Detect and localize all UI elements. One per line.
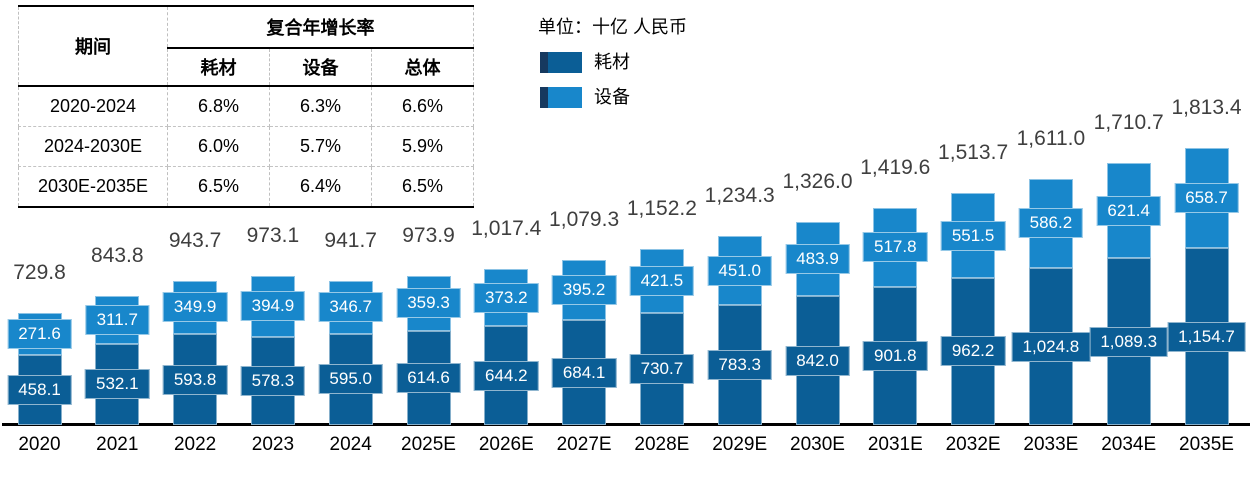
table-header-overall: 总体 bbox=[370, 48, 475, 87]
bar-total-label: 729.8 bbox=[13, 261, 66, 285]
bar-total-label: 1,710.7 bbox=[1093, 111, 1164, 135]
bar-total-label: 843.8 bbox=[91, 243, 144, 267]
x-axis-label: 2031E bbox=[867, 434, 923, 455]
bar-total-label: 973.9 bbox=[402, 223, 455, 247]
table-header-consumables: 耗材 bbox=[167, 48, 270, 87]
bar-total-label: 1,513.7 bbox=[938, 141, 1009, 165]
bar-value-label-equipment: 517.8 bbox=[863, 232, 928, 263]
bar-value-label-equipment: 346.7 bbox=[318, 292, 383, 323]
bar-value-label-consumables: 644.2 bbox=[474, 360, 539, 391]
x-axis-label: 2020 bbox=[18, 434, 61, 455]
bar-value-label-equipment: 359.3 bbox=[396, 288, 461, 319]
bar-value-label-consumables: 593.8 bbox=[162, 364, 228, 395]
table-cell-period: 2024-2030E bbox=[18, 126, 168, 167]
bar-total-label: 1,234.3 bbox=[704, 184, 775, 208]
bar-value-label-consumables: 614.6 bbox=[396, 362, 461, 393]
bar-value-label-consumables: 901.8 bbox=[863, 341, 928, 371]
bar-value-label-equipment: 271.6 bbox=[7, 319, 72, 350]
bar-total-label: 1,611.0 bbox=[1016, 126, 1086, 150]
x-axis-label: 2034E bbox=[1101, 434, 1157, 455]
bar-total-label: 973.1 bbox=[246, 224, 300, 248]
table-header-equipment: 设备 bbox=[269, 48, 372, 87]
table-cell-value: 6.6% bbox=[370, 86, 475, 127]
x-axis-label: 2028E bbox=[634, 434, 690, 455]
legend-label-equipment: 设备 bbox=[594, 87, 630, 107]
table-cell-period: 2030E-2035E bbox=[18, 166, 168, 207]
bar-total-label: 1,079.3 bbox=[549, 207, 620, 231]
chart-legend: 耗材 设备 bbox=[540, 52, 630, 122]
bar-value-label-consumables: 458.1 bbox=[7, 374, 72, 405]
bar-value-label-equipment: 586.2 bbox=[1018, 208, 1084, 239]
x-axis-label: 2021 bbox=[96, 434, 139, 455]
table-cell-value: 5.9% bbox=[370, 126, 475, 167]
x-axis-label: 2029E bbox=[712, 434, 768, 455]
bar-value-label-consumables: 730.7 bbox=[629, 354, 695, 385]
bar-value-label-consumables: 532.1 bbox=[85, 369, 150, 400]
bar-value-label-equipment: 483.9 bbox=[785, 244, 850, 275]
x-axis-label: 2033E bbox=[1023, 434, 1079, 455]
cagr-table: 期间 复合年增长率 耗材 设备 总体 2020-2024 6.8% 6.3% 6.6%… bbox=[18, 5, 475, 208]
cagr-table-body: 2020-2024 6.8% 6.3% 6.6% 2024-2030E 6.0% 5.7% 5… bbox=[18, 86, 475, 207]
table-row: 2020-2024 6.8% 6.3% 6.6% bbox=[18, 86, 475, 127]
x-axis-label: 2030E bbox=[790, 434, 845, 455]
legend-item-equipment: 设备 bbox=[540, 87, 630, 108]
bar-total-label: 1,017.4 bbox=[471, 217, 542, 241]
x-axis-label: 2023 bbox=[251, 434, 295, 455]
bar-total-label: 1,326.0 bbox=[782, 170, 853, 194]
legend-label-consumables: 耗材 bbox=[594, 52, 630, 72]
bar-value-label-equipment: 395.2 bbox=[551, 275, 617, 306]
bar-value-label-consumables: 842.0 bbox=[785, 345, 850, 376]
bar-value-label-equipment: 394.9 bbox=[240, 291, 306, 322]
bar-value-label-equipment: 373.2 bbox=[474, 282, 539, 313]
table-row: 2030E-2035E 6.5% 6.4% 6.5% bbox=[18, 166, 475, 207]
bar-value-label-consumables: 595.0 bbox=[318, 364, 383, 395]
bar-value-label-consumables: 783.3 bbox=[707, 350, 772, 381]
bar-value-label-consumables: 1,154.7 bbox=[1167, 321, 1246, 352]
table-cell-value: 5.7% bbox=[269, 126, 372, 167]
legend-swatch-equipment-icon bbox=[540, 87, 582, 108]
table-cell-value: 6.0% bbox=[167, 126, 270, 167]
x-axis-label: 2027E bbox=[556, 434, 612, 455]
bar-total-label: 943.7 bbox=[168, 228, 222, 252]
x-axis-label: 2032E bbox=[945, 434, 1001, 455]
table-cell-value: 6.3% bbox=[269, 86, 372, 127]
x-axis-label: 2024 bbox=[329, 434, 372, 455]
table-header-cagr: 复合年增长率 bbox=[166, 6, 475, 49]
x-axis-label: 2026E bbox=[478, 434, 534, 455]
bar-total-label: 1,152.2 bbox=[626, 196, 697, 220]
table-cell-value: 6.5% bbox=[370, 166, 475, 207]
unit-label: 单位：十亿 人民币 bbox=[538, 17, 688, 37]
table-cell-value: 6.4% bbox=[269, 166, 372, 207]
bar-value-label-consumables: 962.2 bbox=[940, 336, 1006, 367]
bar-value-label-equipment: 621.4 bbox=[1096, 195, 1161, 226]
table-row: 2024-2030E 6.0% 5.7% 5.9% bbox=[18, 126, 475, 167]
bar-value-label-consumables: 684.1 bbox=[551, 357, 617, 388]
x-axis-label: 2035E bbox=[1179, 434, 1234, 455]
bar-value-label-equipment: 349.9 bbox=[162, 292, 228, 323]
bar-value-label-consumables: 1,024.8 bbox=[1011, 331, 1091, 362]
table-header-period: 期间 bbox=[18, 6, 168, 87]
table-cell-value: 6.5% bbox=[167, 166, 270, 207]
bar-value-label-equipment: 311.7 bbox=[85, 304, 149, 335]
bar-total-label: 941.7 bbox=[324, 228, 377, 252]
bar-value-label-consumables: 1,089.3 bbox=[1089, 326, 1169, 357]
bar-value-label-equipment: 451.0 bbox=[707, 255, 772, 286]
legend-item-consumables: 耗材 bbox=[540, 52, 630, 73]
x-axis-label: 2025E bbox=[401, 434, 456, 455]
bar-value-label-equipment: 421.5 bbox=[629, 265, 695, 296]
legend-swatch-consumables-icon bbox=[540, 52, 582, 73]
x-axis-line bbox=[2, 423, 1250, 426]
x-axis-label: 2022 bbox=[173, 434, 217, 455]
bar-total-label: 1,419.6 bbox=[860, 155, 931, 179]
bar-value-label-equipment: 658.7 bbox=[1174, 182, 1239, 213]
bar-value-label-equipment: 551.5 bbox=[940, 220, 1006, 251]
table-cell-period: 2020-2024 bbox=[18, 86, 168, 127]
bar-value-label-consumables: 578.3 bbox=[240, 365, 306, 396]
bar-total-label: 1,813.4 bbox=[1171, 95, 1242, 119]
